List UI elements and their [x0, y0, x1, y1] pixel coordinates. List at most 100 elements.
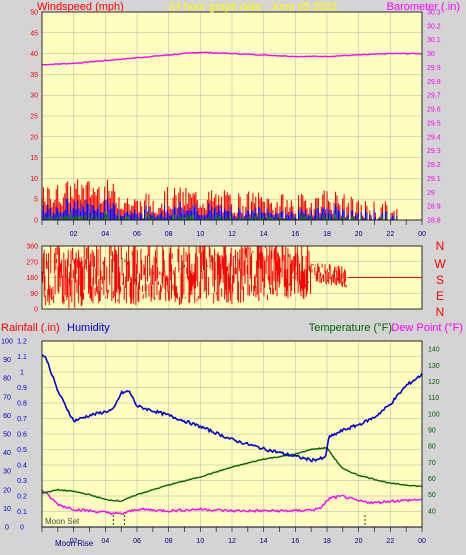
direction-tick-label: 90	[30, 291, 38, 298]
rainfall-tick-label: 0.3	[17, 478, 27, 485]
rainfall-tick-label: 1	[20, 370, 24, 377]
wind-direction-frame	[41, 245, 423, 310]
moon-markers	[112, 515, 366, 527]
rainfall-tick-label: 0.7	[17, 416, 27, 423]
temp-humidity-chart: 0 0.1 0.2 0.3 0.4 0.5 0.6 0.7 0.8 0.9 1 1.1 1.2 0 10 20…	[1, 339, 440, 546]
direction-tick-label: 360	[26, 244, 38, 251]
hour-tick-label: 02	[70, 231, 78, 238]
barometer-tick-label: 28.9	[427, 204, 441, 211]
hour-tick-label: 22	[386, 231, 394, 238]
temperature-tick-label: 60	[428, 476, 436, 483]
temperature-tick-label: 100	[428, 411, 440, 418]
temperature-series-line	[41, 446, 423, 503]
humidity-tick-label: 20	[3, 487, 11, 494]
barometer-axis-title: Barometer (.in)	[387, 1, 460, 13]
barometer-tick-label: 30.2	[427, 23, 441, 30]
windspeed-tick-label: 10	[30, 176, 38, 183]
hour-tick-label: 06	[133, 538, 141, 545]
barometer-tick-label: 30.1	[427, 37, 441, 44]
direction-tick-label: 0	[34, 307, 38, 314]
windspeed-axis-title: Windspeed (mph)	[37, 1, 124, 13]
temperature-tick-label: 140	[428, 347, 440, 354]
hour-tick-label: 20	[355, 538, 363, 545]
barometer-tick-label: 29.5	[427, 120, 441, 127]
temperature-axis-title: Temperature (°F)	[309, 322, 392, 334]
windspeed-tick-label: 45	[30, 30, 38, 37]
humidity-tick-label: 80	[3, 376, 11, 383]
humidity-tick-label: 90	[3, 357, 11, 364]
windspeed-tick-label: 5	[34, 197, 38, 204]
hour-tick-label: 12	[228, 231, 236, 238]
hour-tick-label: 16	[291, 538, 299, 545]
barometer-tick-label: 29.2	[427, 162, 441, 169]
barometer-tick-label: 29.8	[427, 79, 441, 86]
hour-tick-label: 00	[418, 538, 426, 545]
temperature-tick-label: 40	[428, 508, 436, 515]
direction-tick-label: 270	[26, 259, 38, 266]
rainfall-tick-label: 0.4	[17, 463, 27, 470]
humidity-tick-label: 60	[3, 413, 11, 420]
rainfall-tick-label: 0.5	[17, 447, 27, 454]
barometer-tick-label: 30.3	[427, 10, 441, 17]
compass-label-e: E	[436, 289, 444, 303]
windspeed-series	[41, 179, 398, 220]
barometer-tick-label: 29	[427, 190, 435, 197]
compass-label-w: W	[434, 257, 446, 271]
humidity-tick-label: 100	[1, 339, 13, 346]
hour-tick-label: 14	[260, 231, 268, 238]
humidity-tick-label: 50	[3, 432, 11, 439]
wind-barometer-ticks: 0 5 10 15 20 25 30 35 40 45 50 28.8 28.9 29 29.1 29.2 29…	[30, 10, 441, 239]
windspeed-tick-label: 50	[30, 10, 38, 17]
compass-label-n-bottom: N	[436, 305, 445, 319]
hour-tick-label: 12	[228, 538, 236, 545]
barometer-tick-label: 30	[427, 51, 435, 58]
humidity-tick-label: 70	[3, 394, 11, 401]
rainfall-tick-label: 0.9	[17, 385, 27, 392]
windspeed-tick-label: 40	[30, 51, 38, 58]
rainfall-axis-title: Rainfall (.in)	[1, 322, 60, 334]
compass-label-s: S	[436, 273, 444, 287]
temperature-tick-label: 50	[428, 492, 436, 499]
rainfall-tick-label: 0	[20, 525, 24, 532]
hour-tick-label: 08	[165, 538, 173, 545]
hour-tick-label: 22	[386, 538, 394, 545]
windspeed-tick-label: 35	[30, 72, 38, 79]
temperature-tick-label: 120	[428, 379, 440, 386]
humidity-tick-label: 10	[3, 506, 11, 513]
temperature-tick-label: 70	[428, 460, 436, 467]
compass-label-n-top: N	[436, 239, 445, 253]
windspeed-tick-label: 25	[30, 114, 38, 121]
wind-barometer-frame	[41, 11, 423, 221]
dew-point-series-line	[41, 489, 423, 516]
humidity-axis-title: Humidity	[67, 322, 110, 334]
humidity-series-line	[41, 354, 423, 463]
hour-tick-label: 16	[291, 231, 299, 238]
wind-direction-chart: 0 90 180 270 360	[26, 244, 423, 314]
hour-tick-label: 14	[260, 538, 268, 545]
compass-labels: N W S E N	[434, 239, 446, 319]
windspeed-tick-label: 20	[30, 134, 38, 141]
temperature-tick-label: 80	[428, 444, 436, 451]
rainfall-tick-label: 0.6	[17, 432, 27, 439]
temperature-tick-label: 130	[428, 363, 440, 370]
rainfall-tick-label: 0.2	[17, 494, 27, 501]
humidity-tick-label: 30	[3, 469, 11, 476]
barometer-tick-label: 29.7	[427, 93, 441, 100]
barometer-tick-label: 28.8	[427, 218, 441, 225]
hour-tick-label: 06	[133, 231, 141, 238]
hour-tick-label: 04	[101, 231, 109, 238]
barometer-tick-label: 29.1	[427, 176, 441, 183]
temp-humidity-frame	[41, 340, 423, 528]
dew-point-axis-title: Dew Point (°F)	[391, 322, 463, 334]
hour-tick-label: 10	[196, 538, 204, 545]
barometer-tick-label: 29.9	[427, 65, 441, 72]
hour-tick-label: 10	[196, 231, 204, 238]
chart-title: 24 hour graph date : June 05 2022	[169, 1, 338, 13]
humidity-tick-label: 40	[3, 450, 11, 457]
windspeed-tick-label: 15	[30, 155, 38, 162]
moon-rise-label: Moon Rise	[55, 539, 94, 548]
temp-humidity-ticks: 0 0.1 0.2 0.3 0.4 0.5 0.6 0.7 0.8 0.9 1 1.1 1.2 0 10 20…	[1, 339, 440, 546]
barometer-tick-label: 29.4	[427, 134, 441, 141]
rainfall-tick-label: 1.1	[17, 354, 27, 361]
